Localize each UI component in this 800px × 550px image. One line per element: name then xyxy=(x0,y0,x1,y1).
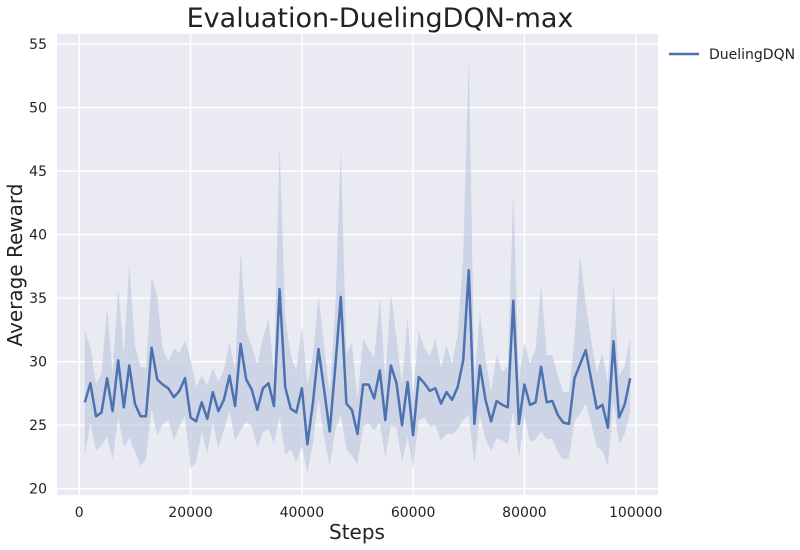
y-axis-label: Average Reward xyxy=(3,184,27,347)
series-line-duelingdqn xyxy=(83,268,632,446)
y-tick-label: 40 xyxy=(29,228,47,244)
x-tick-label: 40000 xyxy=(280,505,325,521)
confidence-band xyxy=(84,56,631,474)
x-tick-label: 100000 xyxy=(609,505,662,521)
x-tick-label: 20000 xyxy=(168,505,213,521)
x-axis-label: Steps xyxy=(329,520,385,544)
y-tick-label: 35 xyxy=(29,291,47,307)
y-tick-label: 55 xyxy=(29,37,47,53)
x-tick-label: 80000 xyxy=(502,505,547,521)
x-tick-label: 0 xyxy=(75,505,84,521)
y-axis-ticks: 20 25 30 35 40 45 50 55 xyxy=(29,37,47,497)
chart-title: Evaluation-DuelingDQN-max xyxy=(187,3,574,34)
y-tick-label: 45 xyxy=(29,164,47,180)
legend: DuelingDQN xyxy=(669,47,795,63)
x-axis-ticks: 0 20000 40000 60000 80000 100000 xyxy=(75,505,663,521)
y-tick-label: 25 xyxy=(29,418,47,434)
y-tick-label: 30 xyxy=(29,355,47,371)
legend-label-duelingdqn: DuelingDQN xyxy=(709,47,795,63)
y-tick-label: 50 xyxy=(29,101,47,117)
y-tick-label: 20 xyxy=(29,482,47,498)
x-tick-label: 60000 xyxy=(391,505,436,521)
